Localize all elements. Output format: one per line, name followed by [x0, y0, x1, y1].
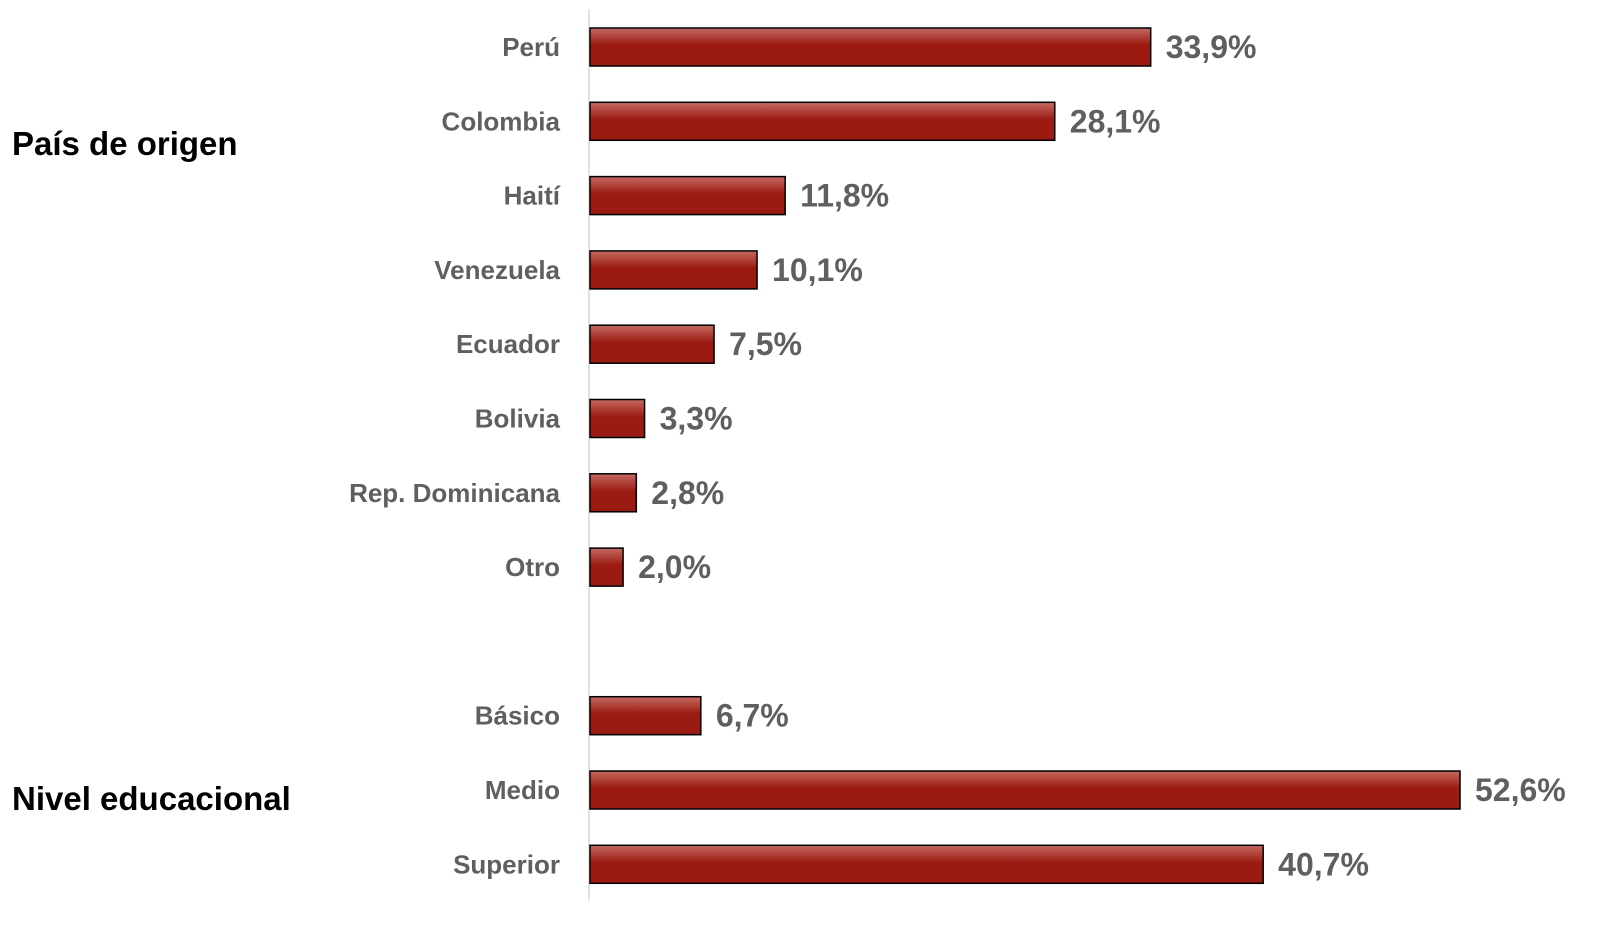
- data-label: 6,7%: [716, 698, 789, 734]
- bar: [589, 473, 638, 513]
- category-label: Básico: [475, 701, 560, 731]
- data-label: 10,1%: [772, 252, 863, 288]
- category-label: Medio: [485, 775, 560, 805]
- bar: [589, 324, 715, 364]
- bars: [589, 27, 1461, 885]
- category-label: Haití: [504, 181, 561, 211]
- data-label: 2,8%: [651, 475, 724, 511]
- bar: [589, 547, 624, 587]
- data-label: 11,8%: [800, 178, 889, 214]
- category-labels: Perú Colombia Haití Venezuela Ecuador Bolivia…: [349, 32, 561, 879]
- data-label: 40,7%: [1278, 846, 1369, 882]
- group-label: País de origen: [12, 125, 238, 162]
- data-label: 52,6%: [1475, 772, 1566, 808]
- category-label: Otro: [505, 552, 560, 582]
- category-label: Venezuela: [434, 255, 560, 285]
- bar: [589, 844, 1264, 885]
- category-label: Perú: [502, 32, 560, 62]
- group-labels: País de origen Nivel educacional: [12, 125, 291, 817]
- data-label: 2,0%: [638, 549, 711, 585]
- bar: [589, 695, 702, 736]
- value-labels: 33,9% 28,1% 11,8% 10,1% 7,5% 3,3% 2,8% 2,0% 6,7%…: [638, 29, 1566, 882]
- category-label: Superior: [453, 849, 560, 879]
- bar: [589, 770, 1461, 810]
- bar: [589, 398, 646, 439]
- category-label: Colombia: [442, 106, 561, 136]
- data-label: 7,5%: [729, 326, 802, 362]
- bar: [589, 101, 1056, 142]
- category-label: Ecuador: [456, 329, 560, 359]
- bar: [589, 250, 758, 290]
- bar: [589, 175, 786, 216]
- data-label: 33,9%: [1166, 29, 1257, 65]
- data-label: 3,3%: [660, 401, 733, 437]
- category-label: Bolivia: [475, 404, 561, 434]
- data-label: 28,1%: [1070, 103, 1161, 139]
- category-label: Rep. Dominicana: [349, 478, 560, 508]
- bar: [589, 27, 1152, 67]
- group-label: Nivel educacional: [12, 780, 291, 817]
